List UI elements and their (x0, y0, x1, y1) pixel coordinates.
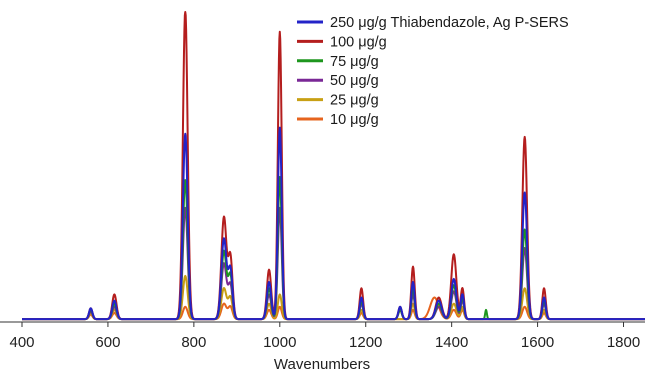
legend-label: 50 μg/g (330, 73, 379, 89)
x-tick-label: 1200 (349, 334, 382, 351)
series-line-0 (21, 126, 645, 321)
legend-label: 75 μg/g (330, 54, 379, 70)
x-tick-label: 600 (95, 334, 120, 351)
legend: 250 μg/g Thiabendazole, Ag P-SERS 100 μg/… (297, 15, 569, 128)
x-axis-ticks: 400 600 800 1000 1200 1400 1600 1800 (9, 322, 640, 351)
x-tick-label: 1000 (263, 334, 296, 351)
legend-label: 25 μg/g (330, 93, 379, 109)
x-tick-label: 1400 (435, 334, 468, 351)
legend-label: 100 μg/g (330, 34, 387, 50)
x-tick-label: 1800 (607, 334, 640, 351)
legend-label: 10 μg/g (330, 112, 379, 128)
legend-label: 250 μg/g Thiabendazole, Ag P-SERS (330, 15, 569, 31)
x-tick-label: 400 (9, 334, 34, 351)
x-axis-title: Wavenumbers (274, 356, 370, 372)
x-tick-label: 1600 (521, 334, 554, 351)
series-layer (21, 11, 645, 321)
x-tick-label: 800 (181, 334, 206, 351)
